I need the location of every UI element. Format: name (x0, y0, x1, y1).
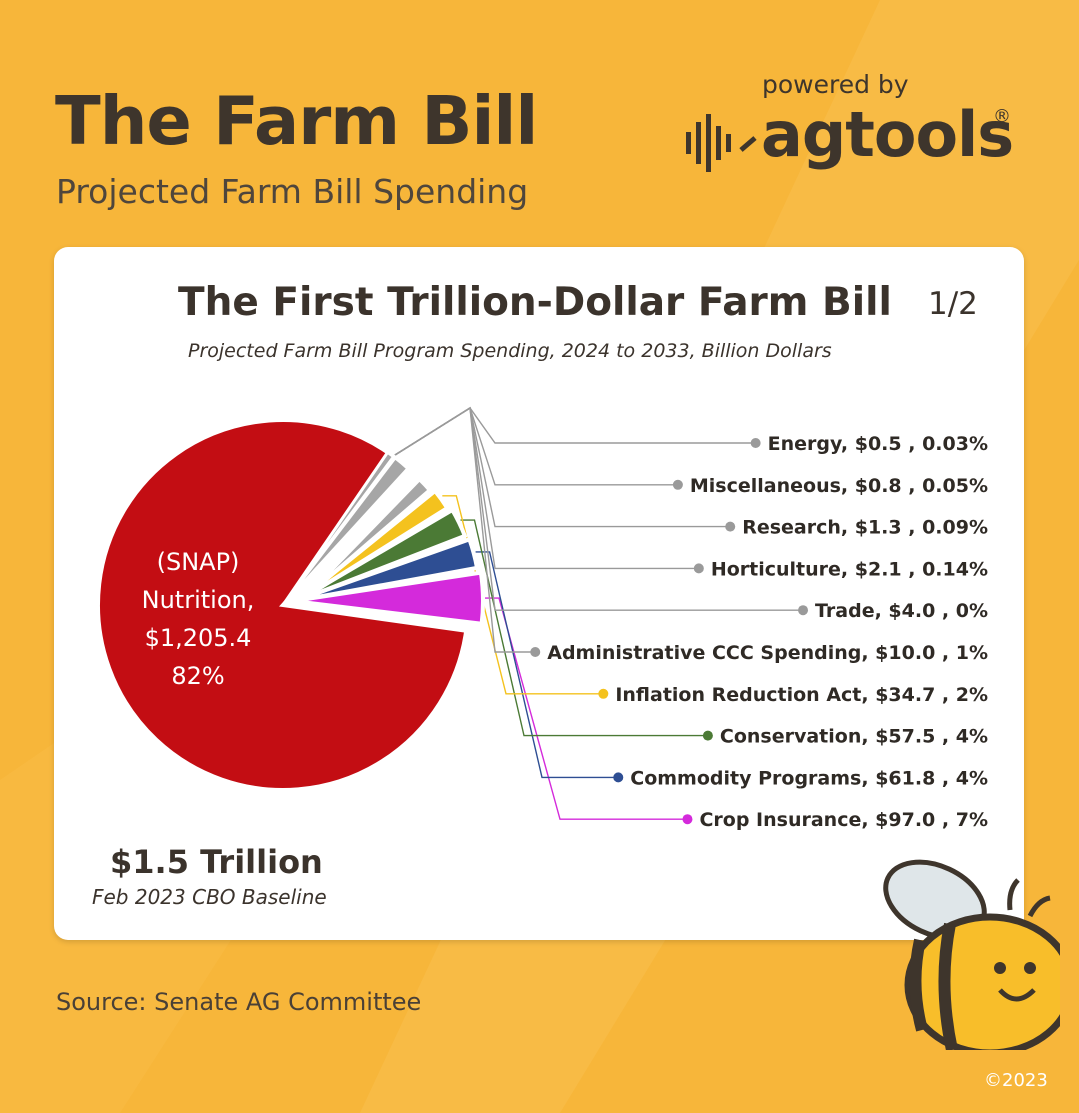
legend-label: Trade, $4.0 , 0% (815, 600, 988, 622)
leader-dot (702, 730, 713, 741)
leader-dot (613, 772, 624, 783)
slice-crop-insurance (292, 570, 485, 626)
registered-mark: ® (993, 106, 1011, 127)
legend-label: Administrative CCC Spending, $10.0 , 1% (547, 642, 988, 664)
bee-mascot-icon (883, 859, 1060, 1050)
legend-label: Horticulture, $2.1 , 0.14% (711, 558, 988, 580)
brand-name: agtools (761, 98, 1014, 171)
source-note: Source: Senate AG Committee (56, 988, 422, 1016)
baseline-note: Feb 2023 CBO Baseline (92, 885, 327, 909)
leader-dot (693, 563, 704, 574)
center-label-line: (SNAP) (157, 548, 240, 576)
chart-title: The First Trillion-Dollar Farm Bill (178, 280, 892, 325)
center-label-line: 82% (171, 662, 224, 690)
leader-dot (672, 479, 683, 490)
leader-line (394, 406, 678, 486)
copyright-note: ©2023 (984, 1070, 1048, 1091)
leader-line (460, 519, 708, 737)
leader-line (475, 551, 619, 779)
page-title: The Farm Bill (55, 82, 538, 160)
chart-subtitle: Projected Farm Bill Program Spending, 20… (188, 340, 832, 362)
slice-small-grey (281, 455, 410, 607)
page-subtitle: Projected Farm Bill Spending (56, 172, 529, 211)
page-indicator[interactable]: 1/2 (928, 286, 978, 322)
leader-dot (725, 521, 736, 532)
powered-by-label: powered by (762, 70, 909, 99)
leader-dot (598, 688, 609, 699)
soundwave-icon (686, 114, 757, 172)
leader-dot (750, 438, 761, 448)
legend-label: Energy, $0.5 , 0.03% (768, 433, 988, 455)
slice-administrative-ccc-spending (299, 476, 433, 603)
legend-label: Inflation Reduction Act, $34.7 , 2% (615, 684, 988, 706)
agtools-logo[interactable]: agtools ® (683, 98, 1043, 176)
total-amount: $1.5 Trillion (110, 843, 323, 881)
center-label-line: Nutrition, (142, 586, 255, 614)
legend-label: Commodity Programs, $61.8 , 4% (630, 767, 988, 789)
legend-label: Research, $1.3 , 0.09% (742, 517, 988, 539)
slice-small-grey (281, 450, 396, 606)
legend-label: Conservation, $57.5 , 4% (720, 726, 988, 748)
legend-label: Crop Insurance, $97.0 , 7% (699, 809, 988, 831)
slice-nutrition (96, 418, 469, 792)
center-label-line: $1,205.4 (145, 624, 252, 652)
leader-dot (530, 647, 541, 657)
legend-label: Miscellaneous, $0.8 , 0.05% (690, 475, 988, 497)
leader-dot (682, 814, 693, 825)
leader-dot (798, 605, 809, 616)
leader-line (394, 407, 756, 456)
